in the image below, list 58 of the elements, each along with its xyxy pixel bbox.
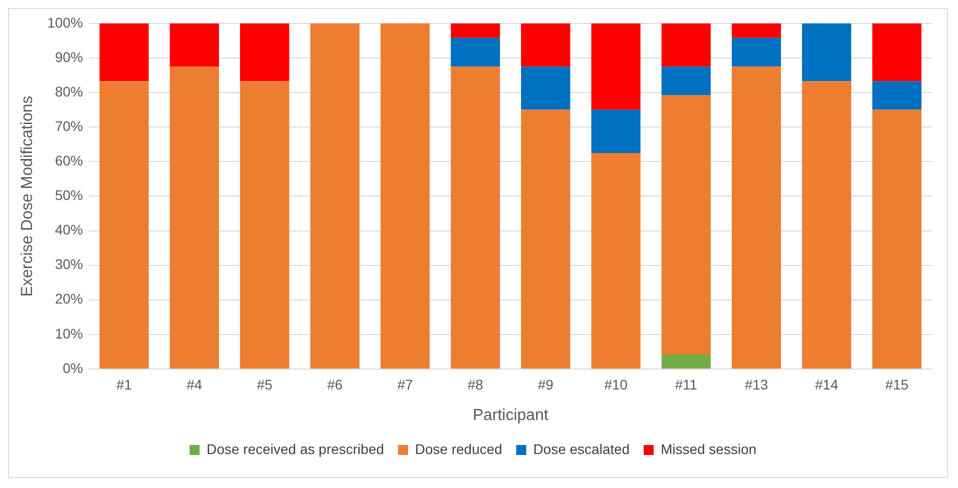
y-tick-label: 40% bbox=[54, 222, 84, 238]
y-tick-label: 90% bbox=[54, 48, 84, 65]
legend-label: Dose escalated bbox=[533, 440, 630, 457]
bar bbox=[802, 23, 852, 82]
bar bbox=[170, 23, 219, 67]
x-tick-label: #10 bbox=[604, 376, 628, 392]
y-tick-label: 20% bbox=[54, 290, 84, 307]
bar bbox=[662, 23, 711, 67]
bar bbox=[662, 354, 711, 368]
bar bbox=[732, 66, 781, 368]
bar bbox=[310, 23, 360, 368]
y-tick-label: 0% bbox=[62, 360, 84, 376]
bar bbox=[100, 81, 149, 368]
bar bbox=[732, 38, 781, 67]
bar bbox=[732, 23, 781, 38]
bar bbox=[170, 66, 219, 368]
y-tick-label: 70% bbox=[54, 118, 84, 134]
x-axis-title: Participant bbox=[472, 406, 549, 424]
x-tick-label: #4 bbox=[186, 376, 202, 392]
x-tick-label: #6 bbox=[327, 376, 343, 392]
bar bbox=[591, 23, 640, 110]
bar bbox=[521, 23, 570, 67]
bar bbox=[802, 81, 852, 368]
bar bbox=[450, 66, 500, 368]
x-tick-label: #8 bbox=[468, 376, 484, 392]
bar bbox=[872, 110, 922, 368]
x-tick-label: #14 bbox=[814, 376, 839, 392]
x-tick-label: #5 bbox=[256, 376, 273, 392]
x-tick-label: #9 bbox=[538, 376, 554, 392]
legend-label: Dose reduced bbox=[415, 440, 502, 457]
bar bbox=[662, 66, 711, 96]
legend-label: Missed session bbox=[660, 440, 756, 457]
bar bbox=[450, 38, 500, 67]
y-tick-label: 80% bbox=[54, 83, 84, 100]
x-tick-label: #7 bbox=[397, 376, 414, 392]
bar bbox=[591, 110, 640, 153]
x-tick-label: #13 bbox=[744, 376, 768, 392]
bar bbox=[521, 110, 570, 368]
bar bbox=[380, 23, 430, 368]
legend-label: Dose received as prescribed bbox=[206, 440, 384, 457]
bar bbox=[591, 153, 640, 368]
y-tick-label: 60% bbox=[54, 152, 84, 168]
bar bbox=[450, 23, 500, 38]
bar bbox=[872, 23, 922, 82]
bar bbox=[100, 23, 149, 82]
bar bbox=[240, 23, 290, 82]
y-tick-label: 30% bbox=[54, 256, 84, 272]
bar bbox=[662, 95, 711, 354]
x-tick-label: #11 bbox=[674, 376, 698, 392]
bar bbox=[240, 81, 290, 368]
y-tick-label: 10% bbox=[54, 325, 84, 342]
x-tick-label: #1 bbox=[116, 376, 132, 392]
x-tick-label: #15 bbox=[885, 376, 909, 392]
bar bbox=[872, 81, 922, 110]
y-tick-label: 100% bbox=[47, 14, 84, 30]
y-axis-title: Exercise Dose Modifications bbox=[19, 96, 36, 297]
bar bbox=[521, 66, 570, 110]
y-tick-label: 50% bbox=[54, 187, 84, 204]
